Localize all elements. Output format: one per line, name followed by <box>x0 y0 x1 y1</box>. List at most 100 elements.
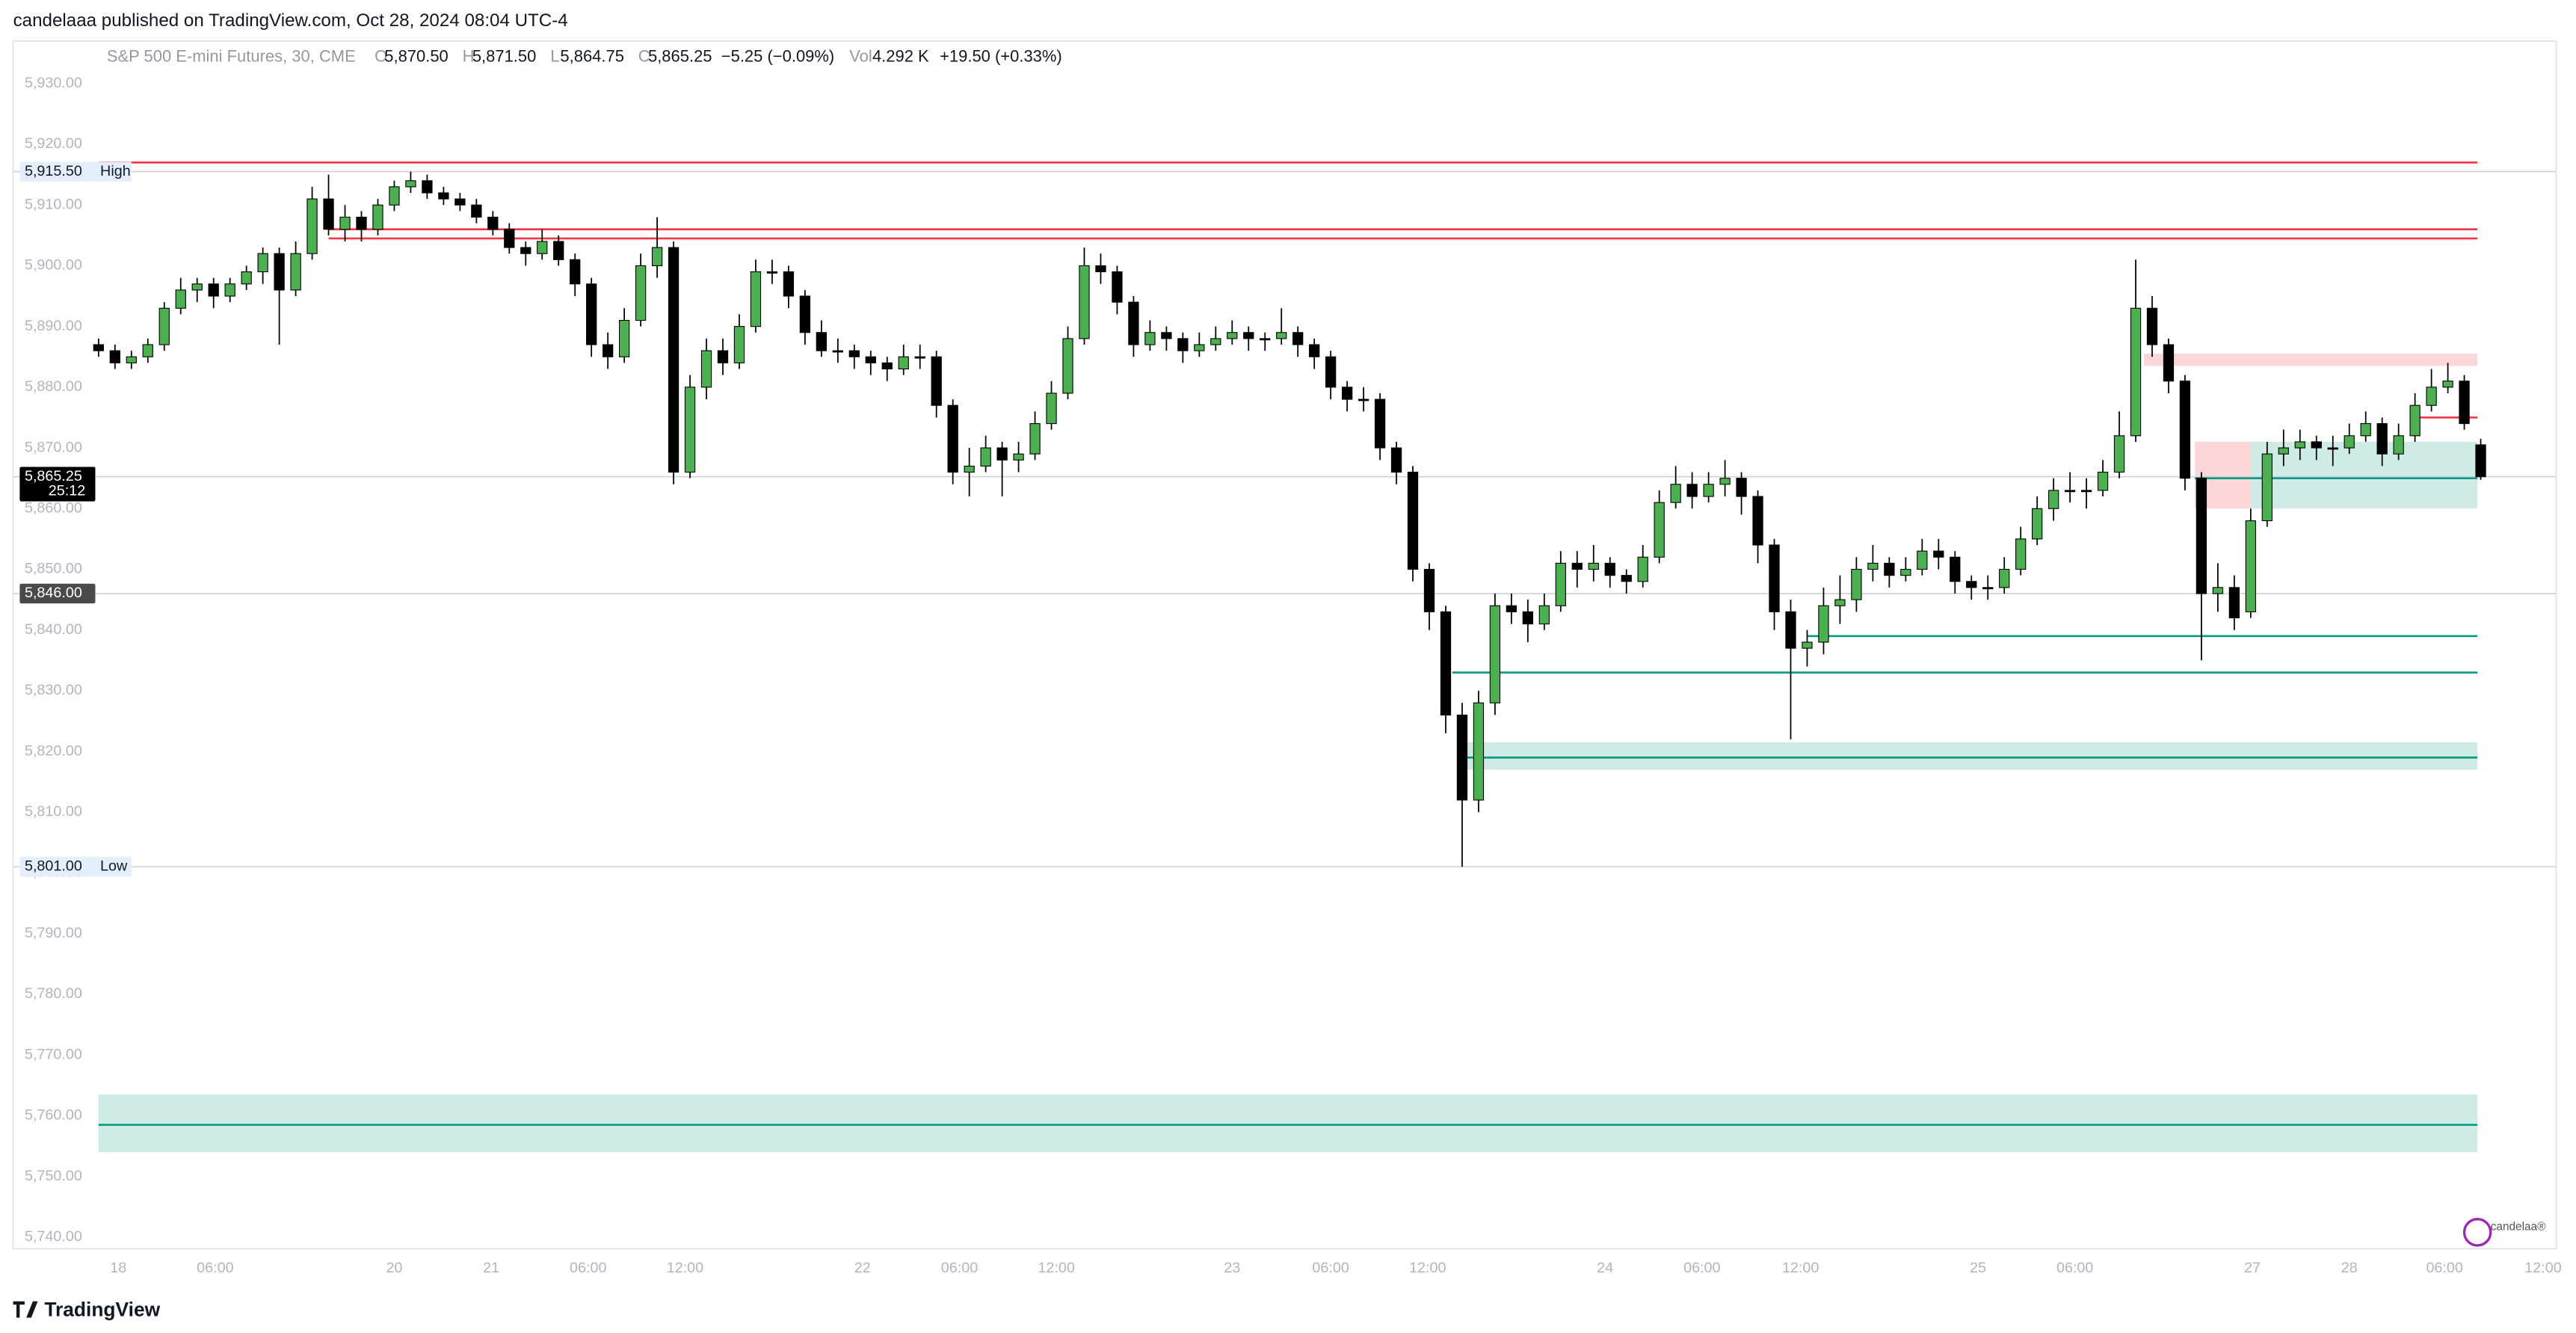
zone <box>1467 742 2478 770</box>
candle-body <box>947 404 958 473</box>
candle-body <box>158 307 170 345</box>
candle-body <box>2409 404 2421 437</box>
candle-body <box>931 356 942 406</box>
candle-body <box>2344 435 2355 449</box>
candle-body <box>2261 453 2273 522</box>
candle-body <box>1440 611 1452 715</box>
candle-body <box>1802 641 1813 649</box>
candle-body <box>224 283 235 297</box>
candle-body <box>1538 605 1550 625</box>
candle-body <box>2360 423 2371 437</box>
candle-body <box>733 326 745 363</box>
candle-body <box>2015 538 2027 570</box>
candle-body <box>306 198 318 254</box>
candle-body <box>2064 490 2076 493</box>
candle-body <box>1079 265 1090 339</box>
candle-body <box>2047 490 2059 509</box>
candle-body <box>2311 441 2322 449</box>
candle-body <box>832 350 843 353</box>
candle-body <box>684 387 696 473</box>
candle-body <box>1999 568 2010 588</box>
y-tick-label: 5,830.00 <box>25 682 82 698</box>
candle-body <box>1522 611 1534 625</box>
candle-body <box>1933 550 1944 558</box>
x-tick-label: 06:00 <box>1683 1260 1720 1276</box>
candle-body <box>2080 490 2092 493</box>
symbol: S&P 500 E-mini Futures, 30, CME <box>107 47 356 66</box>
candle-body <box>766 271 778 274</box>
y-tick-label: 5,870.00 <box>25 439 82 455</box>
ohlc-key: C <box>638 47 650 66</box>
candle-body <box>1341 387 1353 400</box>
y-tick-label: 5,790.00 <box>25 925 82 941</box>
candle-body <box>1260 338 1271 341</box>
y-tick-label: 5,860.00 <box>25 499 82 516</box>
candle-body <box>1703 484 1714 497</box>
candle-body <box>1276 332 1287 339</box>
candle-body <box>142 344 153 357</box>
candle-body <box>2163 344 2175 382</box>
candle-body <box>1325 356 1337 388</box>
x-tick-label: 12:00 <box>1782 1260 1819 1276</box>
candle-body <box>356 216 367 230</box>
candle-body <box>241 271 252 285</box>
ohlc-value: 5,871.50 <box>472 47 537 66</box>
candle-body <box>274 253 285 291</box>
price-label-box <box>19 857 132 877</box>
candle-body <box>1818 605 1829 643</box>
candle-body <box>553 241 564 260</box>
candle-body <box>1917 550 1928 570</box>
candle-body <box>1358 398 1369 401</box>
candle-body <box>1752 496 1763 546</box>
ohlc-value: 5,864.75 <box>560 47 624 66</box>
candle-body <box>603 344 614 357</box>
candle-body <box>2442 381 2453 388</box>
candle-body <box>1950 556 1961 582</box>
candle-body <box>865 356 876 363</box>
brand-logo <box>13 1301 38 1318</box>
candle-body <box>109 350 120 363</box>
candle-body <box>1210 338 1221 345</box>
candle-body <box>635 265 647 321</box>
candle-body <box>1473 702 1485 801</box>
candle-body <box>1243 332 1254 339</box>
x-tick-label: 24 <box>1597 1260 1613 1276</box>
candle-body <box>1112 271 1123 303</box>
candle-body <box>2294 441 2305 449</box>
candle-body <box>1571 562 1583 570</box>
x-tick-label: 18 <box>110 1260 126 1276</box>
candle-body <box>2097 472 2109 491</box>
price-label-tag: Low <box>100 858 128 875</box>
candle-body <box>1834 599 1846 606</box>
candle-body <box>1867 562 1879 570</box>
candle-body <box>191 283 203 291</box>
candle-body <box>537 241 548 254</box>
vol: 4.292 K <box>872 47 929 66</box>
candle-body <box>1407 472 1419 570</box>
y-tick-label: 5,880.00 <box>25 378 82 395</box>
candle-body <box>2393 435 2404 455</box>
y-tick-label: 5,770.00 <box>25 1046 82 1062</box>
x-tick-label: 06:00 <box>941 1260 978 1276</box>
ohlc-value: 5,865.25 <box>648 47 712 66</box>
ohlc-key: H <box>463 47 475 66</box>
zone <box>2144 354 2478 366</box>
candle-body <box>799 295 811 333</box>
candle-body <box>1736 478 1747 497</box>
candle-body <box>2179 381 2191 479</box>
candle-body <box>1588 562 1599 570</box>
candle-body <box>2196 478 2207 594</box>
candle-body <box>1227 332 1238 339</box>
candle-body <box>848 350 860 357</box>
change: −5.25 (−0.09%) <box>721 47 834 66</box>
candle-body <box>2327 447 2338 450</box>
ohlc-value: 5,870.50 <box>384 47 449 66</box>
candle-body <box>372 204 383 230</box>
candle-body <box>455 198 466 206</box>
zone <box>98 1094 2478 1153</box>
vol-key: Vol <box>849 47 872 66</box>
candle-body <box>1390 447 1402 473</box>
candle-body <box>2376 423 2388 455</box>
